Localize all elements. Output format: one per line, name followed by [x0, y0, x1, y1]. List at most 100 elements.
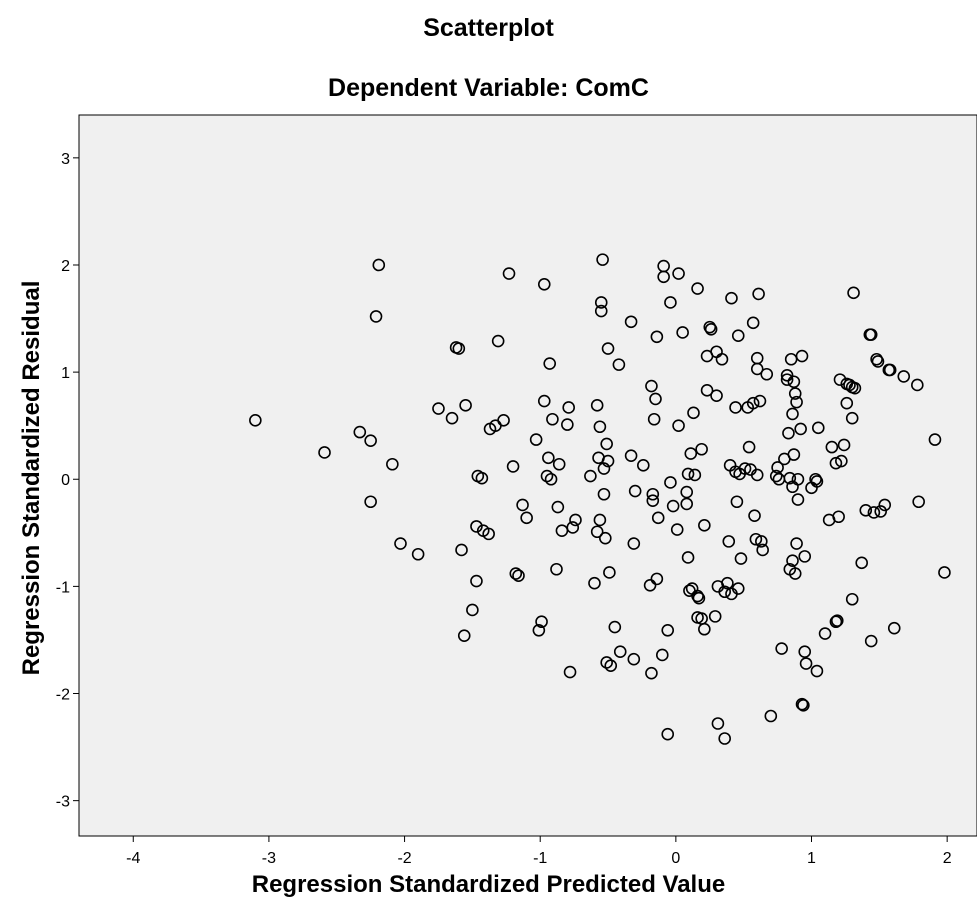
y-tick-label: 3 — [61, 151, 70, 168]
data-point — [780, 373, 794, 386]
y-tick-label: -1 — [56, 579, 70, 596]
data-point — [684, 447, 698, 460]
data-point — [672, 267, 685, 280]
data-point — [786, 407, 799, 421]
data-point — [794, 422, 807, 436]
chart-title: Scatterplot — [423, 14, 554, 42]
data-point — [646, 487, 660, 501]
data-point — [830, 614, 844, 627]
data-point — [664, 476, 677, 489]
data-point — [756, 543, 769, 557]
data-point — [692, 591, 706, 605]
data-point — [542, 451, 555, 465]
data-point — [497, 414, 510, 427]
data-point — [482, 527, 495, 541]
data-point — [835, 454, 848, 468]
data-point — [795, 697, 809, 711]
data-point — [650, 330, 664, 344]
data-point — [650, 572, 664, 586]
data-point — [711, 717, 725, 730]
data-point — [810, 664, 824, 678]
data-point — [722, 535, 736, 548]
data-point — [546, 412, 559, 426]
data-point — [883, 363, 897, 377]
data-point — [561, 418, 574, 431]
data-point — [596, 253, 609, 266]
x-axis-label: Regression Standardized Predicted Value — [251, 871, 726, 898]
data-point — [688, 468, 702, 482]
data-point — [544, 472, 558, 486]
x-tick-label: -1 — [533, 850, 547, 867]
data-point — [624, 315, 638, 329]
data-point — [729, 401, 742, 414]
x-tick-label: 1 — [807, 850, 816, 867]
data-point — [734, 552, 748, 565]
data-point — [593, 420, 607, 434]
data-point — [746, 396, 760, 410]
data-point — [584, 469, 597, 483]
data-point — [643, 579, 657, 592]
data-point — [771, 461, 784, 474]
data-point — [780, 369, 794, 382]
data-point — [752, 287, 765, 301]
data-point — [529, 433, 543, 446]
data-point — [825, 440, 839, 454]
data-point — [512, 569, 525, 582]
data-point — [795, 349, 809, 363]
data-point — [647, 412, 661, 426]
data-point — [411, 547, 425, 561]
data-point — [811, 421, 825, 435]
data-point — [532, 624, 546, 637]
data-point — [372, 258, 386, 272]
data-point — [566, 521, 580, 534]
data-point — [878, 498, 892, 512]
data-point — [837, 438, 851, 452]
data-point — [746, 316, 760, 330]
x-tick-label: -4 — [126, 850, 140, 867]
data-point — [599, 531, 612, 545]
data-point — [537, 394, 551, 408]
data-point — [601, 454, 615, 468]
data-point — [750, 468, 764, 482]
data-point — [657, 259, 670, 273]
data-point — [791, 493, 805, 506]
data-point — [738, 462, 752, 475]
data-point — [651, 511, 665, 525]
data-point — [783, 471, 797, 485]
data-point — [552, 457, 566, 471]
data-point — [369, 310, 383, 323]
data-point — [445, 411, 459, 425]
data-point — [452, 342, 466, 355]
y-axis-label: Regression Standardized Residual — [18, 280, 45, 676]
data-point — [787, 448, 801, 461]
data-point — [788, 387, 802, 400]
data-point — [466, 603, 479, 617]
data-point — [646, 494, 660, 507]
data-point — [731, 582, 745, 595]
data-point — [562, 401, 575, 414]
data-point — [459, 399, 472, 412]
data-point — [597, 462, 611, 475]
data-point — [718, 585, 731, 599]
data-point — [540, 469, 554, 483]
data-point — [603, 566, 616, 579]
y-tick-label: 2 — [61, 258, 70, 275]
data-point — [764, 709, 778, 723]
data-point — [691, 282, 704, 295]
data-point — [475, 471, 489, 485]
data-point — [249, 414, 262, 427]
y-tick-label: -2 — [56, 687, 70, 704]
data-point — [790, 395, 803, 409]
data-point — [608, 620, 622, 634]
data-point — [661, 727, 675, 741]
data-point — [798, 550, 812, 563]
data-point — [911, 378, 924, 392]
data-point — [912, 495, 925, 509]
data-point — [613, 645, 627, 659]
y-tick-label: -3 — [56, 794, 70, 811]
data-point — [829, 615, 843, 629]
data-point — [818, 627, 832, 640]
data-points — [249, 253, 951, 745]
data-point — [788, 567, 802, 580]
